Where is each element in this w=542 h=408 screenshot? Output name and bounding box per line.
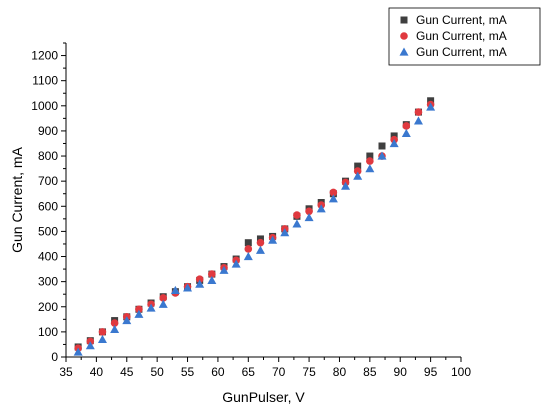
data-point-triangle bbox=[170, 285, 180, 295]
legend-frame bbox=[388, 7, 541, 66]
data-point-circle bbox=[305, 207, 313, 216]
x-tick-label: 95 bbox=[424, 365, 438, 379]
y-tick-label: 200 bbox=[38, 300, 58, 314]
legend-label: Gun Current, mA bbox=[416, 13, 507, 27]
x-tick-label: 65 bbox=[242, 365, 256, 379]
series-triangle bbox=[73, 102, 436, 356]
legend-label: Gun Current, mA bbox=[416, 45, 507, 59]
data-point-circle bbox=[353, 167, 362, 175]
data-point-triangle bbox=[316, 204, 326, 213]
data-point-triangle bbox=[122, 316, 132, 325]
x-tick-label: 35 bbox=[59, 365, 73, 379]
data-point-triangle bbox=[85, 341, 95, 350]
legend-marker-triangle bbox=[399, 47, 409, 56]
data-point-triangle bbox=[231, 259, 241, 268]
x-tick-label: 90 bbox=[394, 365, 408, 379]
y-tick-label: 800 bbox=[38, 149, 58, 163]
data-point-triangle bbox=[219, 265, 229, 274]
data-point-circle bbox=[98, 328, 107, 336]
data-point-square bbox=[354, 162, 362, 170]
data-point-triangle bbox=[183, 283, 193, 292]
data-point-triangle bbox=[426, 102, 436, 111]
data-point-triangle bbox=[110, 324, 120, 333]
x-tick-label: 60 bbox=[211, 365, 225, 379]
y-tick-label: 400 bbox=[38, 250, 58, 264]
data-point-square bbox=[378, 142, 386, 150]
data-point-triangle bbox=[243, 252, 253, 261]
data-point-square bbox=[244, 239, 252, 247]
x-tick-label: 70 bbox=[272, 365, 286, 379]
data-point-triangle bbox=[97, 334, 107, 344]
data-point-square bbox=[366, 152, 374, 160]
data-point-triangle bbox=[401, 128, 411, 138]
y-axis-title: Gun Current, mA bbox=[9, 146, 25, 252]
data-point-triangle bbox=[365, 164, 375, 173]
y-tick-label: 300 bbox=[38, 275, 58, 289]
series-square bbox=[74, 97, 435, 351]
data-point-triangle bbox=[207, 275, 217, 284]
x-tick-label: 50 bbox=[150, 365, 164, 379]
y-tick-label: 100 bbox=[38, 325, 58, 339]
data-point-circle bbox=[329, 188, 338, 197]
data-point-circle bbox=[256, 238, 265, 247]
data-point-triangle bbox=[328, 194, 338, 203]
data-point-triangle bbox=[73, 347, 83, 356]
data-point-triangle bbox=[341, 181, 351, 190]
data-point-triangle bbox=[280, 228, 290, 237]
y-tick-label: 1100 bbox=[32, 74, 58, 88]
data-point-triangle bbox=[377, 151, 387, 160]
data-point-triangle bbox=[158, 299, 168, 308]
data-point-circle bbox=[244, 245, 253, 253]
data-point-triangle bbox=[292, 219, 302, 228]
data-point-circle bbox=[293, 211, 301, 219]
data-point-triangle bbox=[304, 213, 314, 222]
data-point-circle bbox=[208, 270, 216, 278]
x-tick-label: 75 bbox=[302, 365, 316, 379]
y-tick-label: 600 bbox=[38, 199, 58, 213]
data-point-triangle bbox=[255, 245, 265, 254]
y-tick-label: 1000 bbox=[31, 99, 58, 113]
y-tick-label: 700 bbox=[38, 174, 58, 188]
y-tick-label: 1200 bbox=[31, 49, 58, 63]
data-point-triangle bbox=[413, 116, 423, 125]
legend-label: Gun Current, mA bbox=[416, 29, 507, 43]
data-point-circle bbox=[110, 319, 119, 327]
data-point-circle bbox=[135, 305, 143, 314]
x-tick-label: 80 bbox=[333, 365, 347, 379]
y-tick-label: 0 bbox=[51, 350, 58, 364]
data-point-circle bbox=[195, 275, 204, 283]
data-point-circle bbox=[402, 122, 411, 130]
axes: 35 40 45 50 55 60 65 70 75 80 85 90 95 10001002003004… bbox=[31, 42, 471, 379]
x-tick-label: 45 bbox=[120, 365, 134, 379]
data-point-triangle bbox=[195, 279, 205, 288]
data-point-triangle bbox=[146, 303, 156, 312]
x-tick-label: 55 bbox=[181, 365, 195, 379]
legend-marker-circle bbox=[400, 32, 408, 40]
y-tick-label: 500 bbox=[38, 224, 58, 238]
legend-marker-square bbox=[400, 16, 408, 24]
data-point-triangle bbox=[389, 138, 399, 148]
x-axis-title: GunPulser, V bbox=[222, 389, 305, 405]
legend: Gun Current, mA Gun Current, mA Gun Curren… bbox=[388, 7, 541, 66]
y-tick-label: 900 bbox=[38, 124, 58, 138]
data-point-circle bbox=[366, 157, 374, 165]
data-point-triangle bbox=[353, 171, 363, 180]
series-circle bbox=[74, 100, 435, 353]
data-point-circle bbox=[159, 294, 168, 302]
x-tick-label: 100 bbox=[451, 365, 471, 379]
x-tick-label: 85 bbox=[363, 365, 377, 379]
x-tick-label: 40 bbox=[90, 365, 104, 379]
data-point-triangle bbox=[268, 235, 278, 244]
data-points bbox=[73, 97, 436, 356]
data-point-triangle bbox=[134, 309, 144, 318]
data-point-circle bbox=[414, 108, 423, 116]
